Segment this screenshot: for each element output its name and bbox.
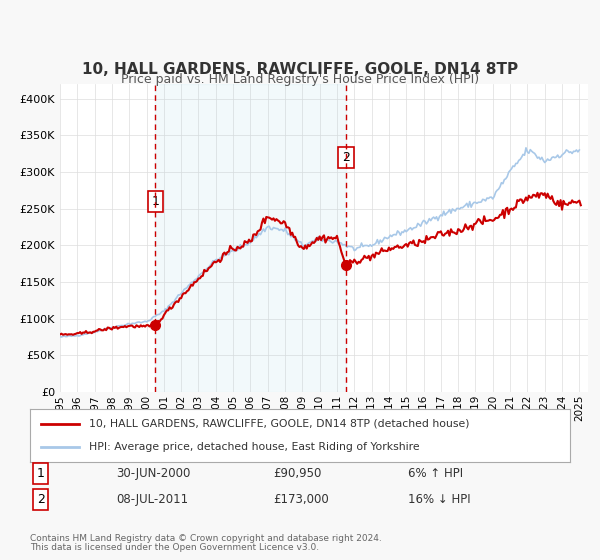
Text: HPI: Average price, detached house, East Riding of Yorkshire: HPI: Average price, detached house, East…	[89, 442, 420, 452]
Text: 10, HALL GARDENS, RAWCLIFFE, GOOLE, DN14 8TP (detached house): 10, HALL GARDENS, RAWCLIFFE, GOOLE, DN14…	[89, 419, 470, 429]
Text: 1: 1	[151, 195, 159, 208]
Text: 2: 2	[342, 151, 350, 164]
Bar	[155, 84, 346, 392]
Text: 2: 2	[37, 493, 45, 506]
Text: 1: 1	[37, 467, 45, 480]
Text: £90,950: £90,950	[273, 467, 322, 480]
Text: Contains HM Land Registry data © Crown copyright and database right 2024.: Contains HM Land Registry data © Crown c…	[30, 534, 382, 543]
Text: £173,000: £173,000	[273, 493, 329, 506]
Text: 08-JUL-2011: 08-JUL-2011	[116, 493, 188, 506]
Text: 16% ↓ HPI: 16% ↓ HPI	[408, 493, 470, 506]
Text: 30-JUN-2000: 30-JUN-2000	[116, 467, 191, 480]
Text: 10, HALL GARDENS, RAWCLIFFE, GOOLE, DN14 8TP: 10, HALL GARDENS, RAWCLIFFE, GOOLE, DN14…	[82, 63, 518, 77]
Text: This data is licensed under the Open Government Licence v3.0.: This data is licensed under the Open Gov…	[30, 543, 319, 552]
Text: 6% ↑ HPI: 6% ↑ HPI	[408, 467, 463, 480]
Text: Price paid vs. HM Land Registry's House Price Index (HPI): Price paid vs. HM Land Registry's House …	[121, 73, 479, 86]
